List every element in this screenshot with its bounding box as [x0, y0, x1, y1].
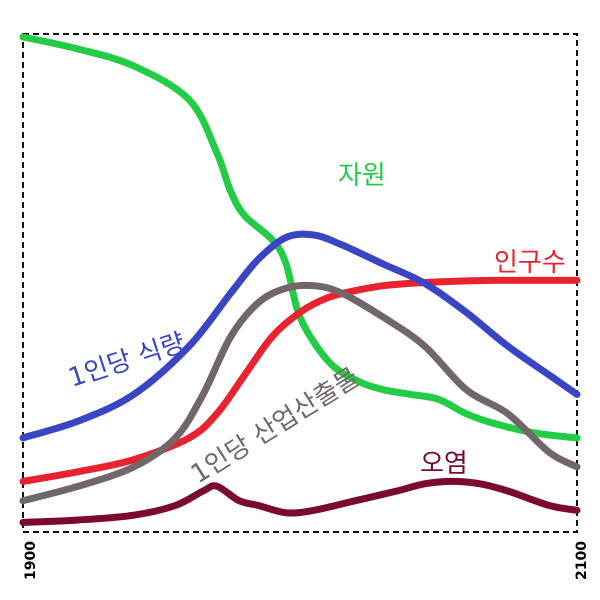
- series-line-population: [19, 276, 581, 485]
- series-line-industrial-output: [19, 281, 581, 505]
- series-line-resources: [19, 33, 581, 442]
- tick-layer: 1900 2100: [23, 541, 590, 580]
- series-label-food-per-capita: 1인당 식량: [65, 328, 189, 394]
- series-line-food-per-capita: [19, 230, 581, 442]
- series-line-pollution: [19, 477, 581, 526]
- series-layer: [19, 33, 581, 526]
- label-layer: 자원 인구수 1인당 식량 1인당 산업산출물 오염: [65, 161, 566, 490]
- series-label-resources: 자원: [338, 161, 386, 191]
- series-label-population: 인구수: [494, 248, 566, 278]
- x-tick-1900: 1900: [23, 541, 39, 580]
- series-label-pollution: 오염: [420, 449, 468, 479]
- x-tick-2100: 2100: [574, 541, 590, 580]
